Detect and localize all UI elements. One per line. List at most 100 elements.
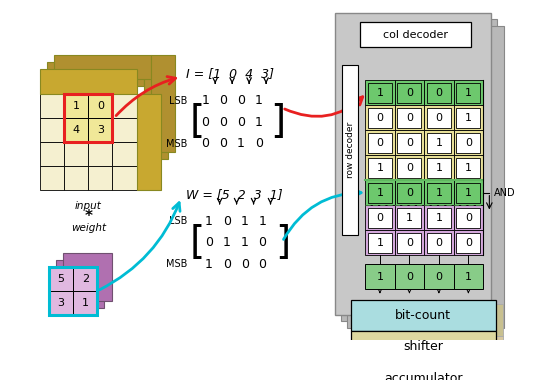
Bar: [358, 367, 503, 380]
Bar: [368, 233, 392, 253]
Text: 1: 1: [237, 137, 245, 150]
Polygon shape: [372, 265, 388, 271]
Text: 0: 0: [406, 88, 413, 98]
Bar: [427, 133, 451, 152]
Polygon shape: [460, 265, 476, 271]
Bar: [40, 70, 136, 93]
Bar: [89, 93, 112, 118]
Bar: [73, 291, 97, 315]
Bar: [64, 93, 89, 118]
Bar: [365, 180, 395, 205]
Bar: [64, 142, 89, 166]
Bar: [397, 233, 421, 253]
Bar: [395, 264, 424, 289]
Text: 1: 1: [376, 163, 383, 173]
Bar: [49, 267, 97, 315]
Bar: [427, 208, 451, 228]
Bar: [397, 158, 421, 177]
Bar: [395, 155, 424, 180]
Bar: [365, 155, 395, 180]
Text: LSB: LSB: [169, 216, 188, 226]
Text: 4: 4: [73, 125, 80, 135]
Bar: [424, 264, 454, 289]
Bar: [112, 93, 136, 118]
Text: 1: 1: [465, 272, 472, 282]
Text: 0: 0: [255, 137, 263, 150]
Text: 0: 0: [406, 113, 413, 123]
Text: 0: 0: [219, 137, 227, 150]
Text: 0: 0: [436, 238, 442, 248]
Bar: [395, 205, 424, 230]
Text: 0: 0: [219, 116, 227, 129]
Bar: [40, 166, 64, 190]
Bar: [456, 83, 480, 103]
Text: weight: weight: [71, 223, 106, 233]
Text: [: [: [189, 103, 205, 141]
Bar: [397, 208, 421, 228]
Bar: [351, 363, 496, 380]
Text: ]: ]: [271, 103, 286, 141]
Bar: [151, 55, 175, 152]
Bar: [424, 205, 454, 230]
Bar: [427, 108, 451, 128]
Text: 0: 0: [465, 238, 472, 248]
Text: 0: 0: [258, 258, 267, 271]
Bar: [335, 13, 491, 315]
Bar: [427, 158, 451, 177]
Bar: [397, 183, 421, 203]
Text: W = [5  2  3  1]: W = [5 2 3 1]: [186, 188, 282, 201]
Bar: [144, 62, 168, 159]
Text: 0: 0: [237, 94, 245, 107]
Bar: [54, 55, 151, 79]
Polygon shape: [431, 265, 447, 271]
Text: AND: AND: [494, 188, 515, 198]
Text: 1: 1: [82, 298, 89, 308]
Text: 1: 1: [376, 238, 383, 248]
Text: 0: 0: [205, 236, 213, 249]
Bar: [427, 233, 451, 253]
Bar: [368, 158, 392, 177]
Bar: [341, 19, 497, 321]
Text: 5: 5: [58, 274, 64, 284]
Text: 3: 3: [97, 125, 104, 135]
Text: ]: ]: [275, 224, 290, 262]
Bar: [424, 105, 454, 130]
Text: 0: 0: [201, 116, 210, 129]
Bar: [456, 133, 480, 152]
Text: 1: 1: [258, 215, 266, 228]
Bar: [397, 108, 421, 128]
Text: 0: 0: [376, 138, 383, 148]
Bar: [40, 142, 64, 166]
Bar: [89, 142, 112, 166]
Text: 1: 1: [465, 113, 472, 123]
Text: accumulator: accumulator: [384, 372, 463, 380]
Text: 1: 1: [465, 163, 472, 173]
Text: 1: 1: [73, 101, 80, 111]
Text: 0: 0: [436, 113, 442, 123]
Text: 1: 1: [205, 258, 213, 271]
Text: 1: 1: [376, 88, 383, 98]
Bar: [395, 130, 424, 155]
Bar: [49, 267, 73, 291]
Bar: [395, 105, 424, 130]
Bar: [89, 93, 112, 118]
Bar: [454, 180, 483, 205]
Text: 1: 1: [241, 236, 249, 249]
Text: 1: 1: [201, 94, 209, 107]
Text: [: [: [189, 224, 205, 262]
Bar: [368, 183, 392, 203]
Text: bit-count: bit-count: [395, 309, 451, 322]
Bar: [365, 230, 395, 255]
Text: 0: 0: [237, 116, 245, 129]
Bar: [73, 267, 97, 291]
Text: MSB: MSB: [166, 259, 188, 269]
Text: 1: 1: [376, 272, 383, 282]
Bar: [454, 130, 483, 155]
Bar: [395, 230, 424, 255]
Text: 0: 0: [223, 215, 231, 228]
Text: 1: 1: [223, 236, 230, 249]
Bar: [112, 166, 136, 190]
Text: 0: 0: [201, 137, 210, 150]
Bar: [112, 118, 136, 142]
Text: 2: 2: [81, 274, 89, 284]
